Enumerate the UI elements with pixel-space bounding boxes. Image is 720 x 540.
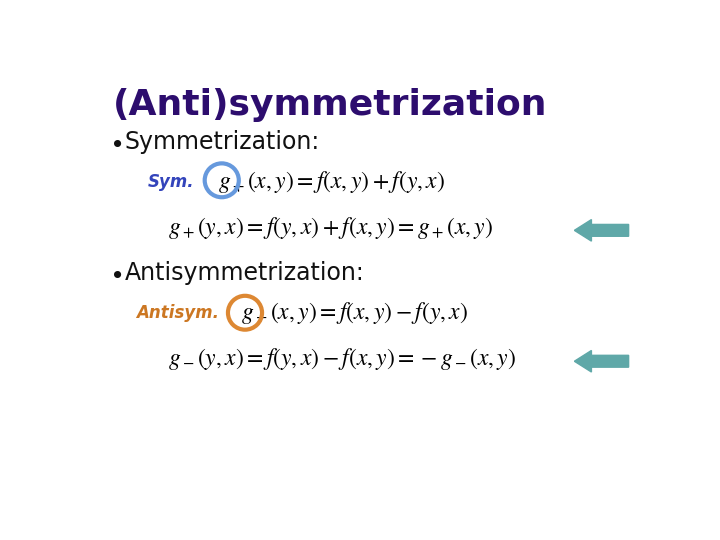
Text: Antisym.: Antisym.	[137, 303, 220, 321]
Text: $\bullet$: $\bullet$	[112, 130, 122, 154]
Text: Antisymmetrization:: Antisymmetrization:	[125, 261, 364, 285]
Text: $\bullet$: $\bullet$	[112, 261, 122, 285]
Text: $g_+(x,y)=f\left(x,y\right)+f\left(y,x\right)$: $g_+(x,y)=f\left(x,y\right)+f\left(y,x\r…	[218, 168, 445, 195]
Text: $g_-(y,x)=f\left(y,x\right)-f\left(x,y\right)=-g_-\left(x,y\right)$: $g_-(y,x)=f\left(y,x\right)-f\left(x,y\r…	[168, 346, 516, 372]
Text: Symmetrization:: Symmetrization:	[125, 130, 320, 154]
Text: (Anti)symmetrization: (Anti)symmetrization	[113, 88, 548, 122]
Text: $g_-(x,y)=f\left(x,y\right)-f\left(y,x\right)$: $g_-(x,y)=f\left(x,y\right)-f\left(y,x\r…	[241, 300, 468, 326]
Text: $g_+(y,x)=f\left(y,x\right)+f\left(x,y\right)=g_+\left(x,y\right)$: $g_+(y,x)=f\left(y,x\right)+f\left(x,y\r…	[168, 215, 492, 241]
Text: Sym.: Sym.	[148, 173, 194, 191]
FancyArrow shape	[575, 220, 629, 241]
FancyArrow shape	[575, 350, 629, 372]
